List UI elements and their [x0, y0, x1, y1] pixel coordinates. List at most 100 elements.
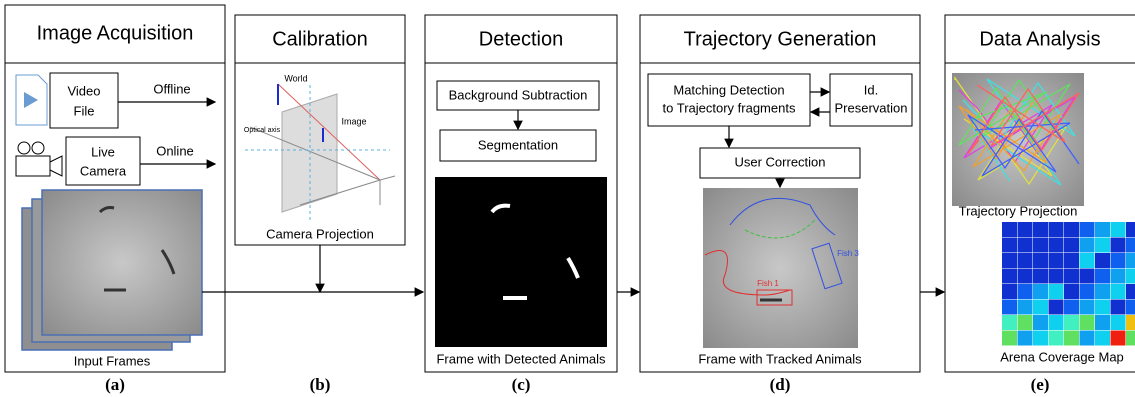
rect-shape [1018, 300, 1033, 315]
rect-shape [1033, 269, 1048, 284]
rect-shape [1111, 238, 1126, 253]
rect-shape [1002, 300, 1017, 315]
rect-shape [1033, 253, 1048, 268]
label: Camera [80, 163, 127, 178]
rect-shape [1111, 222, 1126, 237]
g-shape [945, 15, 1135, 372]
label: Segmentation [478, 137, 558, 152]
label: Id. [864, 82, 878, 97]
rect-shape [1018, 315, 1033, 330]
label: Camera Projection [266, 226, 374, 241]
rect-shape [1111, 269, 1126, 284]
rect-shape [1064, 331, 1079, 346]
rect-shape [435, 177, 607, 347]
rect-shape [1126, 284, 1135, 299]
rect-shape [1049, 315, 1064, 330]
label: Frame with Tracked Animals [698, 351, 862, 366]
rect-shape [1033, 315, 1048, 330]
rect-shape [1095, 300, 1110, 315]
rect-shape [1111, 331, 1126, 346]
panel-label: (a) [105, 375, 125, 394]
rect-shape [1049, 331, 1064, 346]
rect-shape [1002, 331, 1017, 346]
rect-shape [1049, 238, 1064, 253]
label: Live [91, 144, 115, 159]
rect-shape [1080, 331, 1095, 346]
rect-shape [1080, 222, 1095, 237]
rect-shape [1095, 238, 1110, 253]
rect-shape [1126, 269, 1135, 284]
label: Background Subtraction [449, 87, 588, 102]
label: Input Frames [74, 353, 151, 368]
label: Trajectory Projection [959, 203, 1078, 218]
rect-shape [1126, 315, 1135, 330]
rect-shape [1126, 300, 1135, 315]
rect-shape [1002, 284, 1017, 299]
rect-shape [1002, 315, 1017, 330]
rect-shape [1064, 315, 1079, 330]
rect-shape [1080, 238, 1095, 253]
rect-shape [1080, 269, 1095, 284]
rect-shape [1111, 300, 1126, 315]
rect-shape [1018, 331, 1033, 346]
rect-shape [1095, 222, 1110, 237]
rect-shape [50, 73, 118, 128]
label: to Trajectory fragments [663, 100, 796, 115]
rect-shape [1018, 269, 1033, 284]
rect-shape [1002, 269, 1017, 284]
rect-shape [1064, 300, 1079, 315]
label: Offline [153, 81, 190, 96]
rect-shape [1126, 238, 1135, 253]
rect-shape [1002, 238, 1017, 253]
rect-shape [1002, 222, 1017, 237]
panel-title: Image Acquisition [37, 22, 194, 44]
rect-shape [1126, 253, 1135, 268]
label: User Correction [734, 154, 825, 169]
rect-shape [1095, 269, 1110, 284]
panel-title: Detection [479, 28, 564, 50]
rect-shape [1126, 331, 1135, 346]
panel-label: (d) [770, 375, 791, 394]
rect-shape [1033, 331, 1048, 346]
label: Optical axis [244, 127, 281, 134]
pipeline-diagram: Image Acquisition Video File Offline Liv… [0, 0, 1135, 397]
panel-title: Trajectory Generation [684, 28, 877, 50]
rect-shape [1111, 315, 1126, 330]
rect-shape [1111, 284, 1126, 299]
rect-shape [1049, 284, 1064, 299]
rect-shape [1095, 253, 1110, 268]
rect-shape [1095, 284, 1110, 299]
rect-shape [1018, 284, 1033, 299]
label: Fish 3 [837, 249, 859, 258]
rect-shape [1049, 253, 1064, 268]
label: Online [156, 143, 194, 158]
rect-shape [1095, 315, 1110, 330]
rect-shape [1033, 238, 1048, 253]
rect-shape [1080, 253, 1095, 268]
rect-shape [1111, 253, 1126, 268]
rect-shape [1064, 253, 1079, 268]
label: World [284, 73, 307, 83]
panel-title: Data Analysis [979, 28, 1100, 50]
label: Preservation [835, 100, 908, 115]
rect-shape [1002, 253, 1017, 268]
panel-label: (b) [310, 375, 331, 394]
rect-shape [1049, 222, 1064, 237]
rect-shape [42, 190, 202, 335]
rect-shape [1033, 284, 1048, 299]
panel-title: Calibration [272, 28, 368, 50]
rect-shape [1064, 284, 1079, 299]
rect-shape [1064, 222, 1079, 237]
rect-shape [1095, 331, 1110, 346]
label: Fish 1 [757, 279, 779, 288]
rect-shape [1033, 300, 1048, 315]
rect-shape [1018, 222, 1033, 237]
label: File [74, 103, 95, 118]
panel-label: (c) [512, 375, 531, 394]
rect-shape [1049, 300, 1064, 315]
rect-shape [1018, 253, 1033, 268]
rect-shape [1064, 269, 1079, 284]
label: Frame with Detected Animals [436, 351, 606, 366]
label: Matching Detection [673, 82, 784, 97]
rect-shape [1033, 222, 1048, 237]
